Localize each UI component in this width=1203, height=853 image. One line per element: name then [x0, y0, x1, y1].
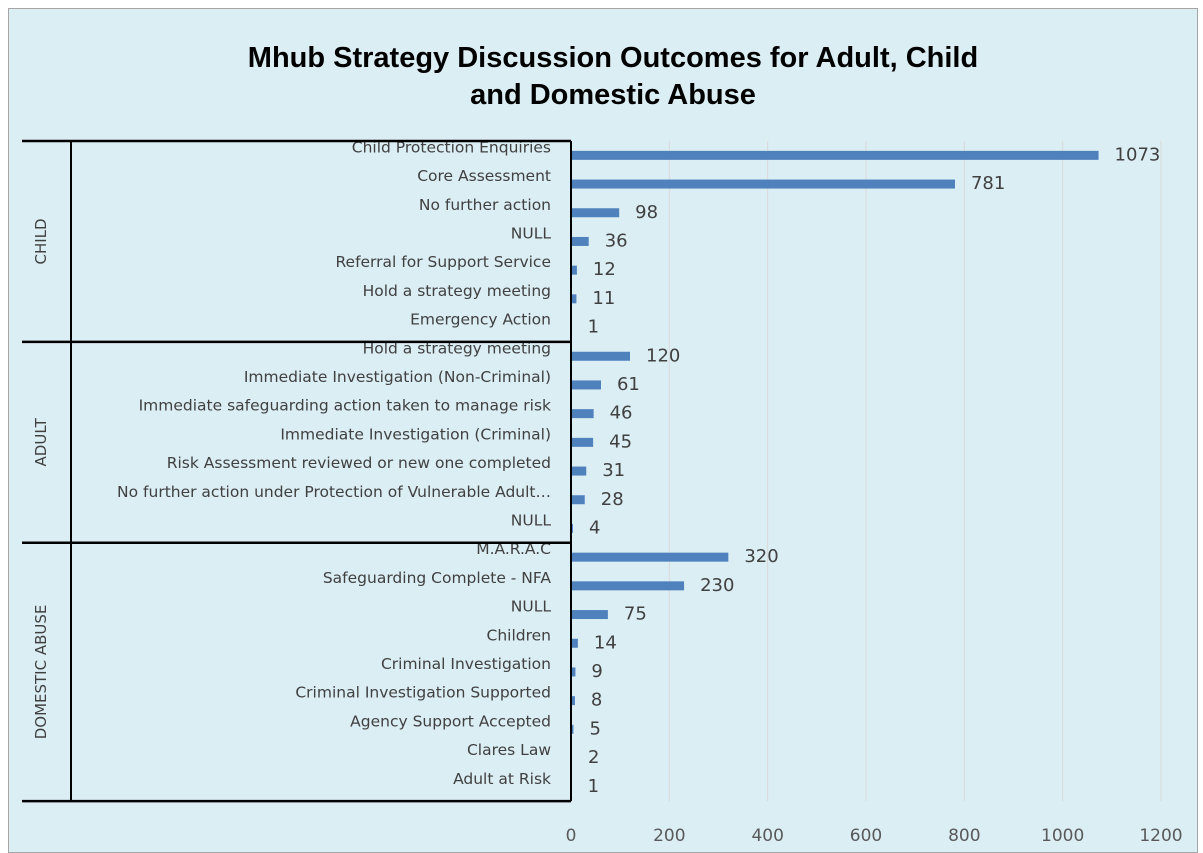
- category-label: Hold a strategy meeting: [363, 339, 551, 357]
- data-label: 36: [605, 230, 628, 251]
- group-label: ADULT: [32, 417, 50, 466]
- data-label: 61: [617, 374, 640, 395]
- data-label: 1073: [1115, 144, 1161, 165]
- category-label: Criminal Investigation Supported: [295, 684, 551, 702]
- data-label: 11: [592, 288, 615, 309]
- category-label: Hold a strategy meeting: [363, 282, 551, 300]
- data-label: 1: [588, 776, 599, 797]
- category-label: Agency Support Accepted: [350, 712, 551, 730]
- bar: [571, 437, 594, 447]
- group-label: CHILD: [32, 218, 50, 264]
- category-label: M.A.R.A.C: [476, 540, 551, 558]
- x-tick-label: 800: [948, 826, 980, 846]
- category-label: Immediate Investigation (Non-Criminal): [244, 368, 551, 386]
- gridlines: [668, 141, 1162, 802]
- x-tick-label: 400: [751, 826, 783, 846]
- data-label: 2: [588, 747, 599, 768]
- data-label: 1: [588, 317, 599, 338]
- bars: [571, 150, 1099, 792]
- bar: [571, 236, 589, 246]
- bar: [571, 610, 608, 620]
- x-tick-label: 600: [850, 826, 882, 846]
- category-label: NULL: [511, 224, 552, 242]
- bar: [571, 696, 575, 706]
- category-label: Criminal Investigation: [381, 655, 551, 673]
- category-label: NULL: [511, 598, 552, 616]
- bar: [571, 667, 576, 677]
- data-label: 98: [635, 202, 658, 223]
- bar: [571, 638, 578, 648]
- bar: [571, 179, 955, 189]
- category-label: Child Protection Enquiries: [352, 138, 551, 156]
- data-label: 230: [700, 575, 734, 596]
- bar: [571, 351, 630, 361]
- category-labels: Child Protection Enquiries 1073 Core Asses…: [32, 138, 1160, 796]
- category-label: Clares Law: [467, 741, 551, 759]
- category-label: Immediate Investigation (Criminal): [280, 425, 551, 443]
- data-label: 31: [602, 460, 625, 481]
- data-label: 781: [971, 173, 1005, 194]
- bar: [571, 150, 1099, 160]
- category-label: No further action: [419, 196, 551, 214]
- data-label: 4: [589, 517, 600, 538]
- category-label: Safeguarding Complete - NFA: [323, 569, 552, 587]
- bar: [571, 724, 574, 734]
- category-label: Children: [487, 626, 552, 644]
- category-label: Risk Assessment reviewed or new one comp…: [167, 454, 551, 472]
- category-label: Immediate safeguarding action taken to m…: [139, 397, 551, 415]
- category-label: NULL: [511, 511, 552, 529]
- chart-frame: [8, 8, 1198, 853]
- data-label: 14: [594, 632, 617, 653]
- data-label: 9: [591, 661, 602, 682]
- x-tick-label: 1000: [1041, 826, 1084, 846]
- data-label: 320: [744, 546, 778, 567]
- x-tick-label: 0: [566, 826, 577, 846]
- category-label: Referral for Support Service: [335, 253, 551, 271]
- bar: [571, 466, 587, 476]
- axes: 0 200 400 600 800 1000 1200: [22, 139, 1183, 846]
- category-label: No further action under Protection of Vu…: [117, 483, 551, 501]
- chart-title-line-1: Mhub Strategy Discussion Outcomes for Ad…: [248, 42, 978, 74]
- data-label: 46: [610, 403, 633, 424]
- category-label: Emergency Action: [410, 311, 551, 329]
- data-label: 28: [601, 489, 624, 510]
- data-label: 75: [624, 604, 647, 625]
- x-tick-label: 200: [653, 826, 685, 846]
- bar: [571, 294, 577, 304]
- category-label: Adult at Risk: [453, 770, 551, 788]
- data-label: 12: [593, 259, 616, 280]
- data-label: 5: [589, 718, 600, 739]
- group-label: DOMESTIC ABUSE: [32, 605, 50, 740]
- category-label: Core Assessment: [417, 167, 551, 185]
- bar: [571, 265, 577, 275]
- bar: [571, 495, 585, 505]
- bar: [571, 380, 601, 390]
- bar: [571, 581, 685, 591]
- data-label: 8: [591, 690, 602, 711]
- chart-title-line-2: and Domestic Abuse: [470, 79, 756, 111]
- data-label: 45: [609, 431, 632, 452]
- bar: [571, 552, 729, 562]
- x-tick-label: 1200: [1139, 826, 1182, 846]
- bar: [571, 208, 620, 218]
- bar: [571, 409, 594, 419]
- data-label: 120: [646, 345, 680, 366]
